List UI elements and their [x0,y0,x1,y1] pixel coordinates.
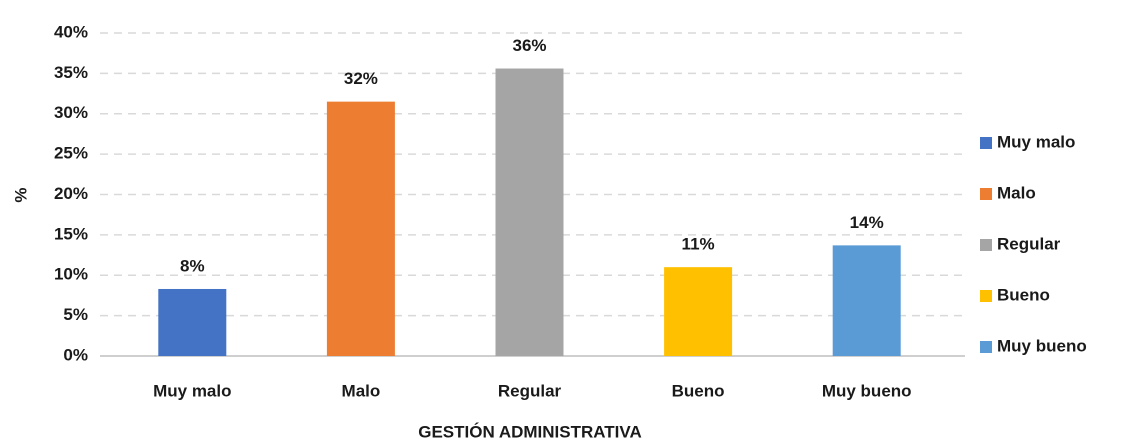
bar [326,101,395,356]
x-tick-label: Malo [342,381,381,400]
data-label: 36% [512,36,546,55]
bar [158,288,227,356]
y-tick-label: 35% [54,63,88,82]
y-axis-label: % [11,187,30,202]
x-tick-label: Muy bueno [822,381,912,400]
y-tick-label: 10% [54,265,88,284]
legend-swatch [980,341,992,353]
data-label: 32% [344,69,378,88]
y-tick-label: 15% [54,224,88,243]
y-tick-label: 5% [63,305,88,324]
legend-swatch [980,239,992,251]
y-tick-label: 25% [54,144,88,163]
legend-label: Malo [997,183,1036,202]
data-label: 14% [850,213,884,232]
x-tick-label: Muy malo [153,381,231,400]
data-label: 11% [682,235,715,254]
data-label: 8% [180,256,205,275]
y-tick-label: 30% [54,103,88,122]
y-tick-label: 40% [54,22,88,41]
y-tick-label: 0% [63,345,88,364]
legend-label: Regular [997,234,1061,253]
legend-swatch [980,290,992,302]
legend-swatch [980,188,992,200]
bar [495,68,564,356]
legend-label: Muy malo [997,132,1075,151]
legend-swatch [980,137,992,149]
x-tick-label: Bueno [672,381,725,400]
legend-label: Muy bueno [997,336,1087,355]
legend-label: Bueno [997,285,1050,304]
x-tick-label: Regular [498,381,562,400]
bar [664,267,733,356]
bar [832,245,901,356]
x-axis-label: GESTIÓN ADMINISTRATIVA [418,422,642,441]
y-tick-label: 20% [54,184,88,203]
